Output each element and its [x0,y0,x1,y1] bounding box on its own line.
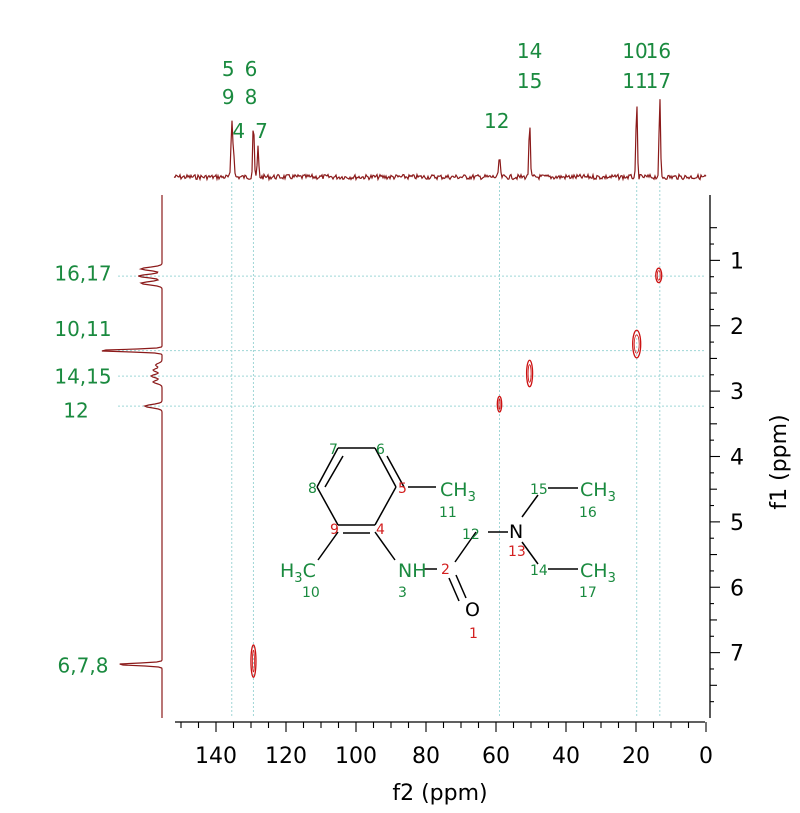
num-7: 7 [329,442,338,458]
top-peak-label: 11 [622,69,647,93]
atom-ch3-17: CH3 [580,560,616,586]
num-16: 16 [579,505,597,521]
cross-peak-inner [527,364,532,383]
left-peak-label: 14,15 [54,365,111,389]
top-peak-labels: 5 96 84 7 12 14 15 10 11 16 17 [222,39,671,143]
top-peak-label: 4 [232,119,245,143]
num-17: 17 [579,585,597,601]
cross-peak [496,395,503,413]
top-peak-label: 6 [245,57,258,81]
y-ticks: 1 2 3 4 5 6 7 [710,227,744,703]
guide-lines [118,182,706,718]
x-tick-label: 120 [265,744,307,769]
bond-4-3 [374,531,396,561]
num-6: 6 [376,442,385,458]
x-axis-label: f2 (ppm) [392,781,487,806]
bond-9-8 [316,486,339,526]
cross-peak [525,359,534,388]
top-peak-label: 7 [255,119,268,143]
bond-9-10 [317,531,339,561]
cross-peak-inner [252,649,255,673]
x-tick-label: 0 [699,744,713,769]
top-peak-label: 14 [517,39,542,63]
x-tick-label: 80 [412,744,440,769]
top-peak-label: 8 [245,85,258,109]
num-5: 5 [398,481,407,497]
top-peak-label: 12 [484,109,509,133]
bond-2-1-double [448,577,460,602]
bond-13-14 [521,541,539,565]
left-peak-label: 10,11 [54,317,111,341]
num-8: 8 [308,481,317,497]
bond-2-12 [454,531,477,563]
x-tick-label: 40 [552,744,580,769]
top-peak-label: 10 [622,39,647,63]
molecule-structure: CH3 H3C NH N O CH3 CH3 7 6 8 5 9 4 11 12… [280,442,616,642]
num-11: 11 [439,505,457,521]
num-3: 3 [398,585,407,601]
num-4: 4 [376,522,385,538]
y-tick-label: 5 [730,511,744,536]
atom-n13: N [509,521,523,543]
cross-peaks [250,267,663,678]
num-13: 13 [508,544,526,560]
cross-peak-inner [498,398,501,410]
atom-nh: NH [398,560,427,582]
bond-13-15 [521,494,539,518]
cross-peak-inner [633,334,640,354]
y-axis-label: f1 (ppm) [767,414,792,509]
top-peak-label: 16 [646,39,671,63]
left-peak-label: 16,17 [54,261,111,285]
num-1: 1 [469,626,478,642]
cross-peak [632,329,642,359]
left-peak-labels: 16,17 10,11 14,15 12 6,7,8 [54,261,111,677]
atom-o1: O [465,599,480,621]
bond-8-7-double [324,455,344,488]
y-tick-label: 1 [730,249,744,274]
num-10: 10 [302,585,320,601]
num-2: 2 [441,562,450,578]
num-12: 12 [462,527,480,543]
y-tick-label: 2 [730,315,744,340]
cross-peak [250,644,257,678]
x-tick-label: 140 [195,744,237,769]
atom-ch3-11: CH3 [440,479,476,505]
left-peak-label: 12 [63,399,88,423]
num-14: 14 [530,563,548,579]
num-9: 9 [330,522,339,538]
cross-peak [655,267,663,284]
bond-6-5 [374,447,397,488]
x-tick-label: 20 [622,744,650,769]
x-tick-label: 100 [335,744,377,769]
top-peak-label: 15 [517,69,542,93]
bond-6-5-double [386,455,405,488]
top-peak-label: 17 [646,69,671,93]
left-proton-spectrum [101,195,163,718]
cross-peak-inner [656,270,661,281]
bond-8-7 [316,447,339,488]
x-ticks: 140 120 100 80 60 40 20 0 [180,722,713,769]
top-carbon-spectrum [173,99,707,182]
top-peak-label: 5 [222,57,235,81]
atom-ch3-16: CH3 [580,479,616,505]
bond-2-1 [455,574,467,599]
y-tick-label: 6 [730,576,744,601]
atom-h3c-10: H3C [280,560,316,586]
y-tick-label: 3 [730,380,744,405]
num-15: 15 [530,482,548,498]
y-tick-label: 7 [730,642,744,667]
top-peak-label: 9 [222,85,235,109]
left-peak-label: 6,7,8 [58,654,109,678]
x-tick-label: 60 [482,744,510,769]
y-tick-label: 4 [730,446,744,471]
bond-5-4 [374,486,397,526]
